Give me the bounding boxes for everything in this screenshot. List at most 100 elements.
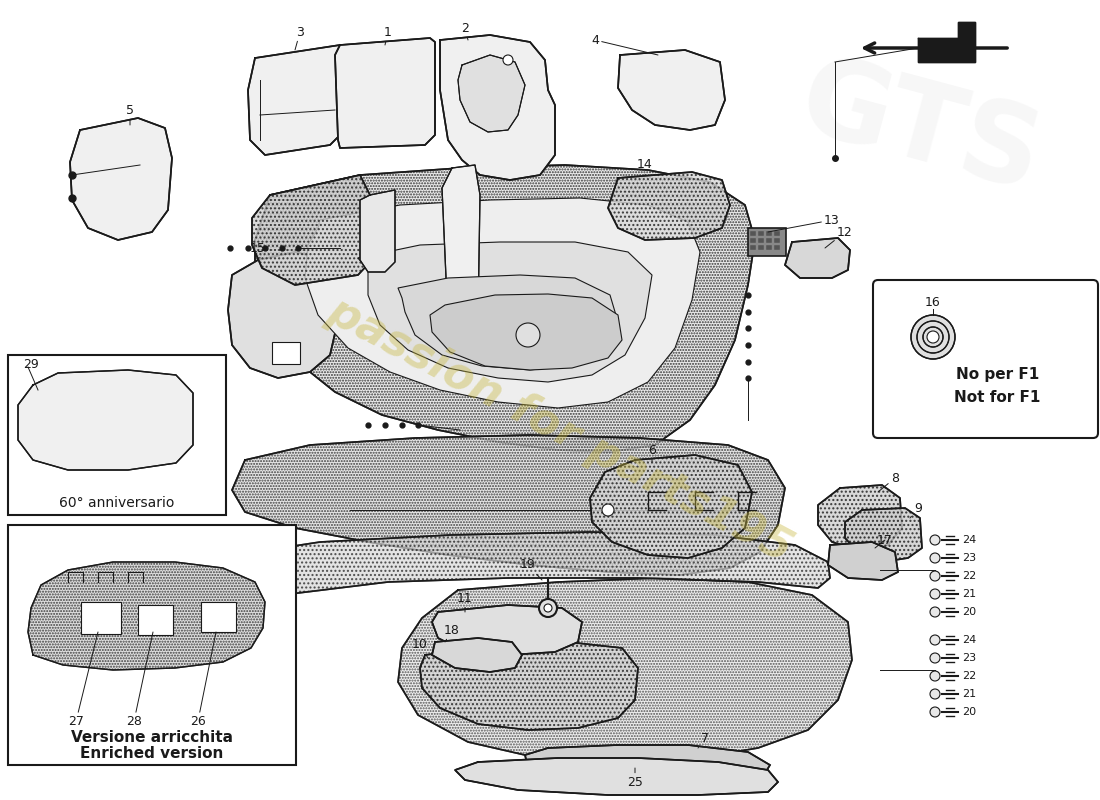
Text: 12: 12 bbox=[825, 226, 852, 248]
Bar bbox=[774, 245, 780, 250]
Polygon shape bbox=[440, 35, 556, 180]
Polygon shape bbox=[70, 118, 172, 240]
Polygon shape bbox=[608, 172, 730, 240]
Bar bbox=[8, 355, 225, 515]
Text: 16: 16 bbox=[925, 297, 940, 310]
Bar bbox=[8, 525, 296, 765]
Circle shape bbox=[930, 635, 940, 645]
Polygon shape bbox=[228, 532, 830, 608]
Polygon shape bbox=[442, 165, 480, 328]
Circle shape bbox=[930, 707, 940, 717]
Polygon shape bbox=[432, 638, 522, 672]
Bar bbox=[878, 285, 1093, 433]
Polygon shape bbox=[455, 758, 778, 795]
Circle shape bbox=[930, 653, 940, 663]
Bar bbox=[774, 238, 780, 243]
Polygon shape bbox=[785, 238, 850, 278]
Text: 1: 1 bbox=[384, 26, 392, 45]
Bar bbox=[766, 231, 772, 236]
Circle shape bbox=[930, 689, 940, 699]
Polygon shape bbox=[430, 294, 622, 370]
Text: 14: 14 bbox=[637, 158, 653, 175]
Text: 19: 19 bbox=[520, 558, 542, 580]
Bar bbox=[766, 238, 772, 243]
Polygon shape bbox=[828, 542, 898, 580]
Text: 22: 22 bbox=[962, 671, 977, 681]
Circle shape bbox=[911, 315, 955, 359]
Circle shape bbox=[930, 571, 940, 581]
Circle shape bbox=[930, 553, 940, 563]
Text: 6: 6 bbox=[648, 443, 656, 462]
Polygon shape bbox=[255, 165, 755, 452]
Bar bbox=[758, 245, 764, 250]
Circle shape bbox=[544, 604, 552, 612]
Text: 7: 7 bbox=[698, 731, 710, 748]
Bar bbox=[750, 238, 756, 243]
Text: 27: 27 bbox=[68, 632, 98, 728]
Text: No per F1: No per F1 bbox=[956, 367, 1040, 382]
Polygon shape bbox=[336, 38, 434, 148]
Circle shape bbox=[930, 589, 940, 599]
Bar bbox=[758, 238, 764, 243]
Circle shape bbox=[930, 607, 940, 617]
Text: 2: 2 bbox=[461, 22, 469, 40]
Polygon shape bbox=[458, 55, 525, 132]
Bar bbox=[201, 602, 236, 632]
Circle shape bbox=[930, 535, 940, 545]
Text: 15: 15 bbox=[250, 242, 266, 258]
Text: 21: 21 bbox=[962, 589, 976, 599]
Text: 20: 20 bbox=[962, 607, 976, 617]
Polygon shape bbox=[232, 435, 785, 575]
Polygon shape bbox=[618, 50, 725, 130]
Bar bbox=[758, 231, 764, 236]
Polygon shape bbox=[525, 745, 770, 782]
Bar bbox=[748, 228, 786, 256]
Text: 9: 9 bbox=[910, 502, 922, 518]
Text: 21: 21 bbox=[962, 689, 976, 699]
Polygon shape bbox=[252, 175, 372, 285]
Polygon shape bbox=[590, 455, 752, 558]
Text: 23: 23 bbox=[962, 653, 976, 663]
Text: Versione arricchita: Versione arricchita bbox=[72, 730, 233, 745]
Polygon shape bbox=[918, 22, 975, 62]
Text: 29: 29 bbox=[23, 358, 38, 371]
Bar bbox=[750, 231, 756, 236]
Text: 17: 17 bbox=[874, 534, 893, 548]
Text: 3: 3 bbox=[295, 26, 304, 50]
Polygon shape bbox=[818, 485, 902, 550]
Polygon shape bbox=[360, 190, 395, 272]
Bar bbox=[766, 245, 772, 250]
Polygon shape bbox=[845, 508, 922, 562]
Polygon shape bbox=[358, 242, 652, 382]
Text: passion for parts195: passion for parts195 bbox=[320, 289, 800, 571]
Text: 60° anniversario: 60° anniversario bbox=[59, 496, 175, 510]
Text: Not for F1: Not for F1 bbox=[955, 390, 1041, 405]
Text: 13: 13 bbox=[768, 214, 840, 232]
Polygon shape bbox=[228, 252, 338, 378]
Polygon shape bbox=[420, 642, 638, 730]
Bar bbox=[138, 605, 173, 635]
Bar bbox=[774, 231, 780, 236]
Polygon shape bbox=[18, 370, 192, 470]
Text: 4: 4 bbox=[591, 34, 658, 55]
Text: 11: 11 bbox=[458, 591, 473, 612]
Polygon shape bbox=[305, 198, 700, 408]
Circle shape bbox=[516, 323, 540, 347]
Text: Enriched version: Enriched version bbox=[80, 746, 223, 761]
Text: 10: 10 bbox=[412, 638, 428, 658]
Text: 26: 26 bbox=[190, 632, 216, 728]
Text: GTS: GTS bbox=[788, 46, 1053, 214]
Bar bbox=[81, 602, 121, 634]
Polygon shape bbox=[398, 578, 852, 762]
Text: 5: 5 bbox=[126, 103, 134, 125]
Text: 24: 24 bbox=[962, 535, 977, 545]
Text: 24: 24 bbox=[962, 635, 977, 645]
Circle shape bbox=[539, 599, 557, 617]
Circle shape bbox=[503, 55, 513, 65]
Polygon shape bbox=[248, 45, 345, 155]
Circle shape bbox=[930, 671, 940, 681]
Text: 20: 20 bbox=[962, 707, 976, 717]
Circle shape bbox=[927, 331, 939, 343]
Text: 23: 23 bbox=[962, 553, 976, 563]
Circle shape bbox=[602, 504, 614, 516]
